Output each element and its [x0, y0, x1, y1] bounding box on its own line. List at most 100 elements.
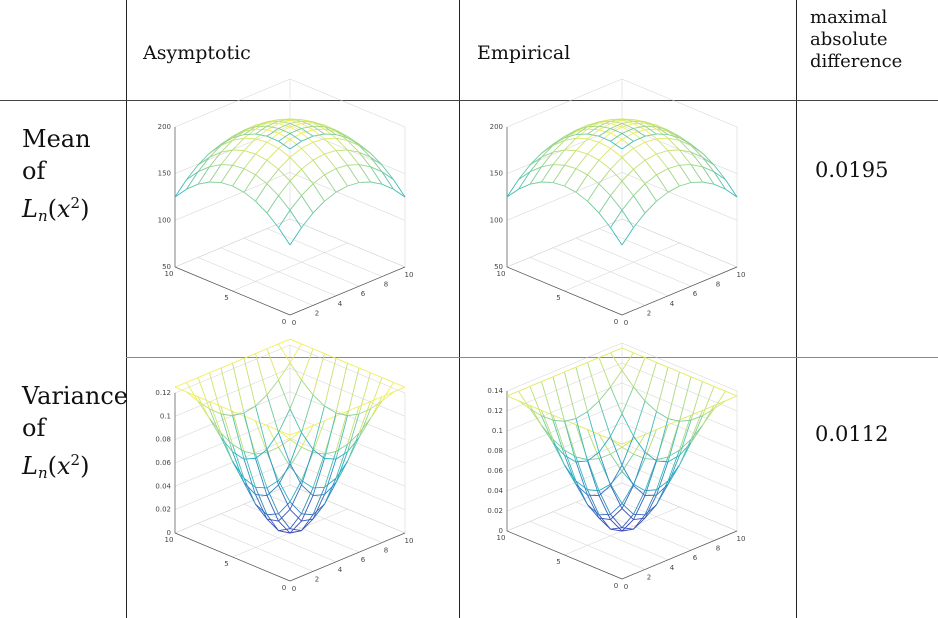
empirical-variance-mesh-line — [621, 413, 634, 437]
asymptotic-variance-mesh-line — [312, 405, 325, 450]
empirical-mean-mesh-line — [667, 164, 680, 170]
asymptotic-variance-mesh-line — [289, 520, 302, 534]
asymptotic-mean-mesh-line — [393, 179, 406, 198]
asymptotic-mean-y-tick-label: 0 — [282, 318, 286, 326]
asymptotic-variance-mesh-line — [278, 520, 291, 534]
asymptotic-variance-mesh-line — [220, 432, 233, 445]
asymptotic-mean-mesh-line — [232, 149, 245, 152]
asymptotic-variance-mesh-line — [335, 461, 348, 483]
asymptotic-mean-mesh-line — [266, 135, 279, 142]
row-label-mean: Mean of Ln(x2) — [22, 123, 91, 232]
asymptotic-mean-mesh-line — [335, 134, 348, 139]
empirical-variance-mesh-line — [656, 418, 669, 462]
empirical-variance-mesh-line — [667, 419, 680, 458]
asymptotic-variance-x-tick-label: 2 — [315, 575, 319, 583]
asymptotic-variance-mesh-line — [289, 338, 302, 345]
empirical-mean-mesh-line — [621, 139, 634, 149]
asymptotic-variance-mesh-line — [220, 367, 233, 416]
empirical-mean-mesh-line — [690, 164, 703, 168]
asymptotic-variance-mesh-line — [266, 487, 279, 514]
empirical-mean-mesh-line — [690, 151, 703, 168]
asymptotic-mean-mesh-line — [197, 152, 210, 166]
asymptotic-mean-mesh-line — [347, 139, 360, 146]
empirical-variance-mesh-line — [575, 484, 588, 496]
asymptotic-variance-mesh-line — [312, 494, 325, 520]
asymptotic-mean-mesh-line — [197, 156, 210, 173]
empirical-variance-mesh-line — [621, 386, 634, 415]
empirical-mean-mesh-line — [587, 200, 600, 214]
asymptotic-variance-y-tick-label: 0 — [282, 584, 286, 592]
asymptotic-variance-mesh-line — [197, 372, 210, 378]
empirical-mean-mesh-line — [656, 133, 669, 136]
row-label-variance-word: Variance — [22, 382, 128, 410]
asymptotic-mean-mesh-line — [347, 149, 360, 165]
asymptotic-variance-mesh-line — [255, 453, 268, 489]
asymptotic-variance-mesh-line — [255, 494, 268, 520]
asymptotic-variance-mesh-line — [301, 518, 314, 522]
asymptotic-mean-x-tick-label: 6 — [361, 290, 366, 298]
empirical-mean-mesh-line — [610, 148, 623, 158]
asymptotic-mean-mesh-line — [324, 133, 337, 136]
asymptotic-mean-mesh-line — [370, 166, 383, 173]
asymptotic-variance-mesh-line — [243, 412, 256, 459]
asymptotic-variance-mesh-line — [358, 408, 371, 438]
empirical-variance-mesh-line — [667, 366, 680, 373]
empirical-variance-mesh-line — [679, 419, 692, 422]
asymptotic-mean-mesh-line — [312, 183, 325, 202]
empirical-variance-mesh-line — [621, 352, 634, 371]
asymptotic-mean-mesh-line — [301, 141, 314, 149]
asymptotic-variance-mesh-line — [220, 437, 233, 452]
asymptotic-mean-mesh-line — [209, 145, 222, 158]
empirical-variance-mesh-line — [621, 485, 634, 509]
asymptotic-mean-mesh-line — [197, 156, 210, 166]
empirical-variance-mesh-line — [702, 405, 715, 426]
empirical-variance-mesh-line — [621, 508, 634, 520]
empirical-variance-z-tick-label: 0.14 — [487, 387, 503, 395]
asymptotic-mean-mesh-line — [278, 148, 291, 158]
empirical-variance-mesh-line — [529, 381, 542, 387]
asymptotic-variance-mesh-line — [232, 412, 245, 417]
empirical-variance-mesh-line — [610, 386, 623, 415]
empirical-variance-mesh-line — [610, 413, 623, 437]
header-difference-line2: absolute — [810, 29, 888, 50]
empirical-mean-mesh-line — [564, 149, 577, 152]
empirical-mean-mesh-line — [644, 138, 657, 143]
empirical-mean-mesh-line — [575, 138, 588, 151]
empirical-variance-mesh-line — [644, 504, 657, 519]
empirical-variance-mesh-line — [587, 411, 600, 453]
asymptotic-mean-mesh-line — [255, 200, 268, 214]
empirical-variance-mesh-line — [656, 411, 669, 419]
asymptotic-mean-mesh-line — [289, 209, 302, 228]
asymptotic-mean-mesh-line — [347, 149, 360, 153]
asymptotic-variance-mesh-line — [278, 362, 291, 381]
empirical-variance-mesh-line — [598, 386, 611, 402]
asymptotic-variance-mesh-line — [393, 386, 406, 393]
asymptotic-variance-z-tick-label: 0.02 — [155, 506, 171, 514]
asymptotic-variance-mesh-line — [255, 486, 268, 489]
empirical-variance-mesh-line — [564, 449, 577, 482]
asymptotic-mean-mesh-line — [289, 133, 302, 142]
empirical-variance-z-tick-label: 0 — [499, 527, 503, 535]
empirical-mean-mesh-line — [633, 135, 646, 142]
asymptotic-mean-mesh-line — [220, 164, 233, 166]
empirical-variance-mesh-line — [587, 460, 600, 496]
asymptotic-variance-mesh-line — [312, 449, 325, 459]
asymptotic-variance-mesh-line — [324, 358, 337, 407]
asymptotic-mean-mesh-line — [255, 129, 268, 140]
empirical-mean-mesh-line — [702, 156, 715, 166]
empirical-mean-mesh-line — [679, 139, 692, 146]
asymptotic-mean-mesh-line — [255, 128, 268, 131]
asymptotic-variance-mesh-line — [209, 418, 222, 438]
asymptotic-mean-mesh-line — [312, 125, 325, 135]
asymptotic-variance-mesh-line — [243, 450, 256, 455]
asymptotic-mean-mesh-line — [266, 129, 279, 134]
empirical-mean-mesh-line — [621, 132, 634, 140]
asymptotic-variance-mesh-line — [324, 458, 337, 460]
empirical-mean-mesh-line — [656, 153, 669, 169]
asymptotic-mean-mesh-line — [301, 168, 314, 185]
asymptotic-variance-mesh-line — [266, 513, 279, 516]
asymptotic-variance-mesh-line — [278, 480, 291, 503]
asymptotic-mean-mesh-line — [335, 150, 348, 166]
asymptotic-mean-mesh-line — [278, 139, 291, 149]
